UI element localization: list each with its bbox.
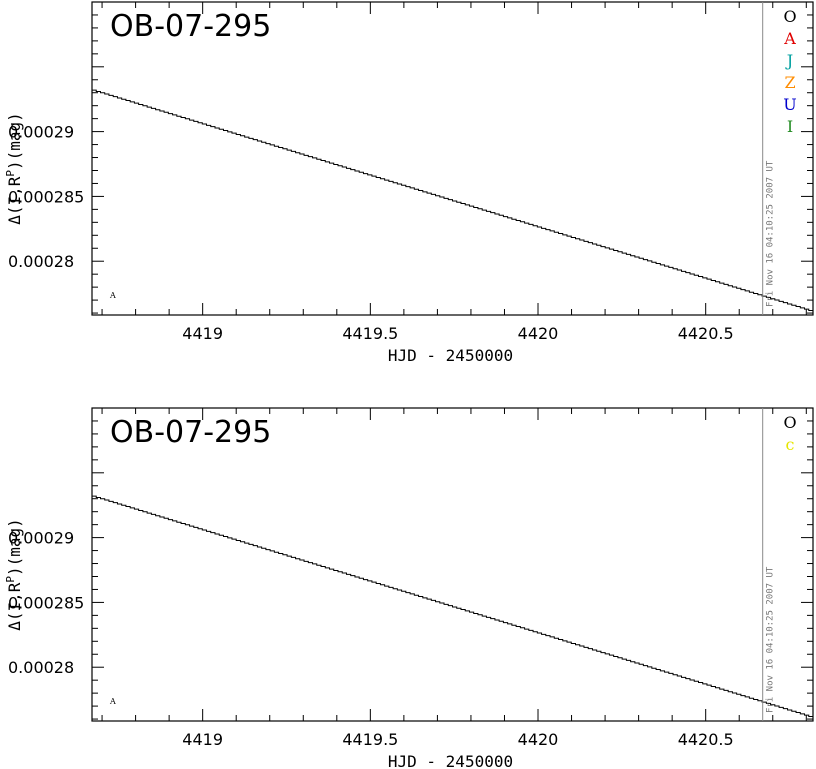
y-tick-label: 0.00028: [8, 658, 74, 677]
legend-entry: J: [785, 51, 793, 70]
y-axis-label-group: Δ(I,RP)(mag): [4, 112, 24, 225]
legend-entry: U: [783, 95, 796, 114]
legend-entry: O: [783, 7, 796, 26]
x-axis-label: HJD - 2450000: [388, 346, 513, 365]
x-axis-label: HJD - 2450000: [388, 752, 513, 769]
x-tick-label: 4420.5: [678, 324, 734, 343]
x-tick-label: 4420: [518, 324, 559, 343]
y-axis-label-main: Δ(I,R: [5, 582, 24, 631]
x-tick-label: 4420.5: [678, 730, 734, 749]
y-axis-label-main: Δ(I,R: [5, 176, 24, 225]
data-series-line: [92, 89, 814, 312]
y-axis-label-tail: )(mag): [5, 112, 24, 170]
legend-entry: Z: [784, 73, 795, 92]
legend-entry: I: [787, 117, 793, 136]
plot-frame: [91, 1, 814, 316]
data-series-line: [92, 495, 814, 718]
y-tick-label: 0.00029: [8, 529, 74, 548]
y-tick-label: 0.000285: [8, 593, 84, 612]
y-tick-label: 0.00028: [8, 252, 74, 271]
y-axis-label-sup: P: [4, 576, 17, 583]
y-tick-label: 0.00029: [8, 123, 74, 142]
chart-title: OB-07-295: [110, 9, 271, 44]
timestamp-label: Fri Nov 16 04:10:25 2007 UT: [766, 566, 776, 713]
x-tick-label: 4419: [182, 730, 223, 749]
y-axis-label-sup: P: [4, 170, 17, 177]
y-axis-label: Δ(I,RP)(mag): [4, 112, 24, 225]
y-axis-label-group: Δ(I,RP)(mag): [4, 518, 24, 631]
chart-panel-2: 4419 4419.5 4420 4420.5 0.00028 0.000285 0.000…: [4, 407, 814, 769]
corner-label: A: [109, 291, 116, 300]
x-tick-label: 4419.5: [342, 324, 398, 343]
y-axis-label: Δ(I,RP)(mag): [4, 518, 24, 631]
y-tick-label: 0.000285: [8, 187, 84, 206]
corner-label: A: [109, 697, 116, 706]
chart-title: OB-07-295: [110, 415, 271, 450]
plot-frame: [91, 407, 814, 722]
chart-panel-1: 4419 4419.5 4420 4420.5 0.00028 0.000285 0.000…: [4, 1, 814, 365]
x-tick-label: 4419.5: [342, 730, 398, 749]
legend-entry: O: [783, 413, 796, 432]
x-tick-label: 4419: [182, 324, 223, 343]
y-axis-label-tail: )(mag): [5, 518, 24, 576]
timestamp-label: Fri Nov 16 04:10:25 2007 UT: [766, 160, 776, 307]
legend-entry: A: [783, 29, 796, 48]
legend-entry: c: [786, 435, 795, 454]
x-tick-label: 4420: [518, 730, 559, 749]
